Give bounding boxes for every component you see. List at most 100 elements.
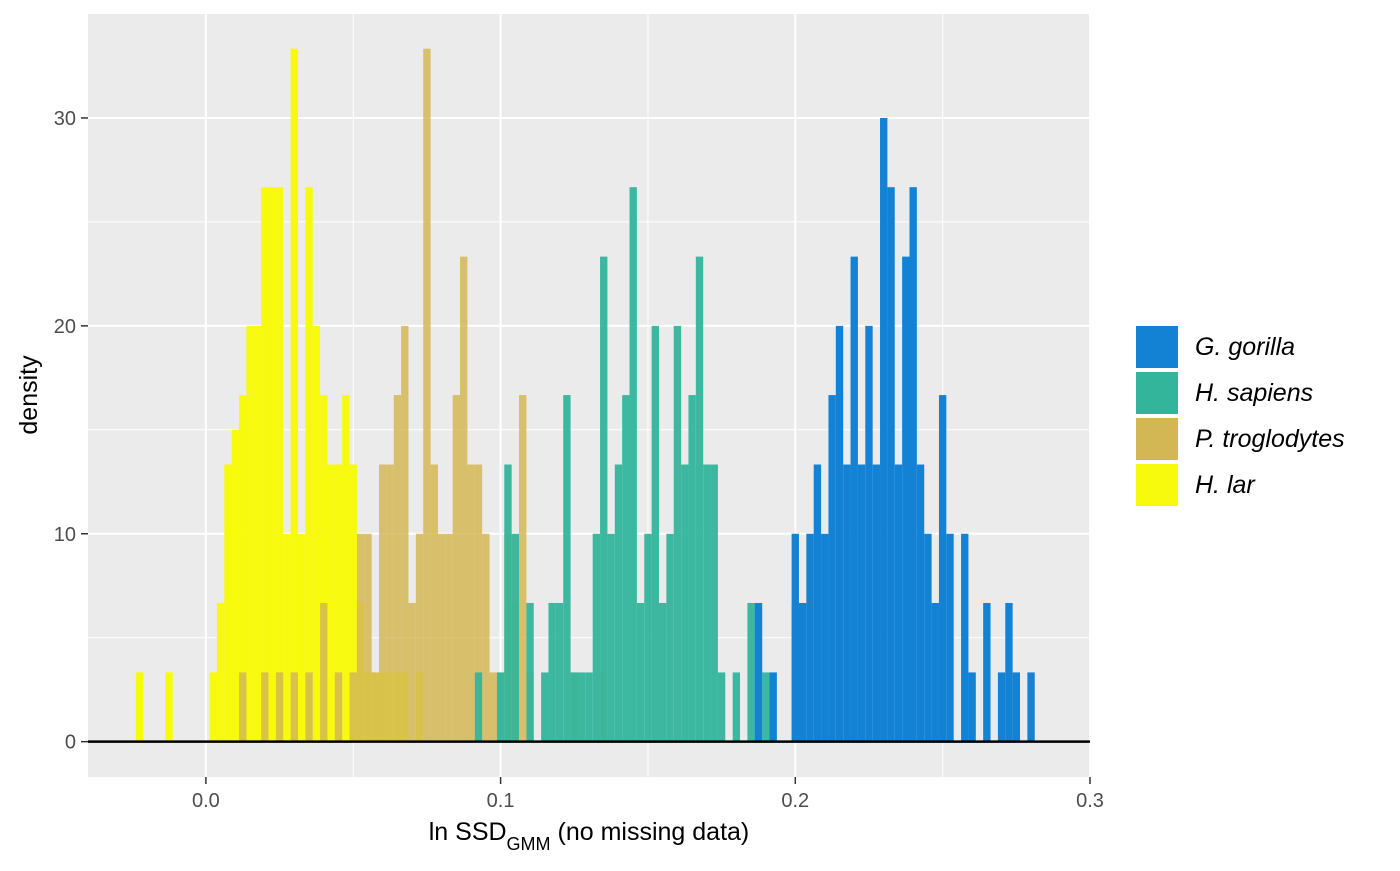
histogram-bar [261,187,269,742]
histogram-bar [946,533,954,742]
histogram-bar [872,464,881,742]
histogram-bar [902,256,910,742]
histogram-bar [880,117,888,742]
histogram-bar [364,533,372,742]
histogram-bar [268,187,276,742]
histogram-bar [592,533,601,742]
histogram-bar [482,533,490,742]
histogram-bar [710,464,718,742]
histogram-bar [695,256,704,742]
histogram-bar [673,325,682,742]
histogram-bar [423,48,431,742]
x-tick-label: 0.0 [192,790,220,812]
legend-label: G. gorilla [1195,332,1296,361]
histogram-bar [622,395,630,742]
histogram-bar [607,533,615,742]
histogram-bar [437,533,446,742]
histogram-bar [209,672,217,742]
histogram-bar [504,464,512,742]
histogram-bar [231,429,240,742]
histogram-bar [1005,602,1013,742]
histogram-bar [961,533,969,742]
histogram-bar [769,672,777,742]
legend-key-swatch [1135,417,1179,461]
histogram-bar [290,48,298,742]
histogram-bar [548,602,556,742]
histogram-bar [887,187,895,742]
histogram-bars [135,48,1035,742]
y-axis-label: density [15,355,43,435]
histogram-bar [681,464,689,742]
histogram-bar [541,672,549,742]
histogram-bar [924,533,932,742]
histogram-bar [651,325,659,742]
histogram-bar [865,325,873,742]
histogram-bar [813,464,822,742]
legend-item: H. sapiens [1135,370,1345,416]
histogram-bar [474,464,483,742]
y-axis-ticks: 0 10 20 30 [54,108,88,754]
histogram-bar [600,256,608,742]
histogram-bar [658,602,667,742]
histogram-bar [577,672,586,742]
histogram-bar [828,395,836,742]
histogram-bar [305,672,313,742]
histogram-bar [415,533,424,742]
histogram-bar [511,533,520,742]
histogram-bar [806,533,814,742]
histogram-bar [290,672,298,742]
histogram-bar [519,395,527,742]
histogram-bar [526,602,534,742]
histogram-bar [474,672,483,742]
histogram-bar [983,602,991,742]
histogram-bar [747,602,755,742]
legend-key-swatch [1135,463,1179,507]
histogram-bar [445,533,453,742]
histogram-bar [253,325,262,742]
legend-key-swatch [1135,371,1179,415]
histogram-bar [239,395,247,742]
histogram-bar [968,672,976,742]
legend-label: P. troglodytes [1195,424,1345,453]
histogram-bar [467,464,475,742]
histogram-bar [843,464,851,742]
histogram-bar [563,395,571,742]
histogram-bar [297,533,306,742]
histogram-bar [275,672,284,742]
histogram-bar [703,464,711,742]
histogram-bar [216,602,225,742]
x-tick-label: 0.3 [1076,790,1104,812]
histogram-bar [835,325,844,742]
histogram-bar [320,602,328,742]
histogram-bar [393,395,402,742]
histogram-bar [401,325,409,742]
series-g-gorilla [754,117,1035,742]
histogram-bar [349,672,357,742]
legend-key-swatch [1135,325,1179,369]
histogram-bar [496,672,505,742]
histogram-bar [327,464,335,742]
histogram-bar [614,464,623,742]
y-tick-label: 30 [54,108,76,130]
x-tick-label: 0.1 [487,790,515,812]
histogram-bar [312,325,321,742]
x-tick-label: 0.2 [781,790,809,812]
histogram-bar [636,602,645,742]
y-tick-label: 10 [54,524,76,546]
legend-label: H. sapiens [1195,378,1314,407]
histogram-bar [791,533,799,742]
histogram-bar [356,533,365,742]
legend-item: H. lar [1135,462,1345,508]
histogram-bar [717,672,726,742]
legend-label: H. lar [1195,470,1255,499]
histogram-bar [334,672,343,742]
histogram-bar [850,256,858,742]
histogram-bar [305,187,313,742]
histogram-bar [342,395,350,742]
histogram-bar [909,187,917,742]
histogram-bar [1027,672,1035,742]
histogram-bar [165,672,173,742]
histogram-bar [320,395,328,742]
